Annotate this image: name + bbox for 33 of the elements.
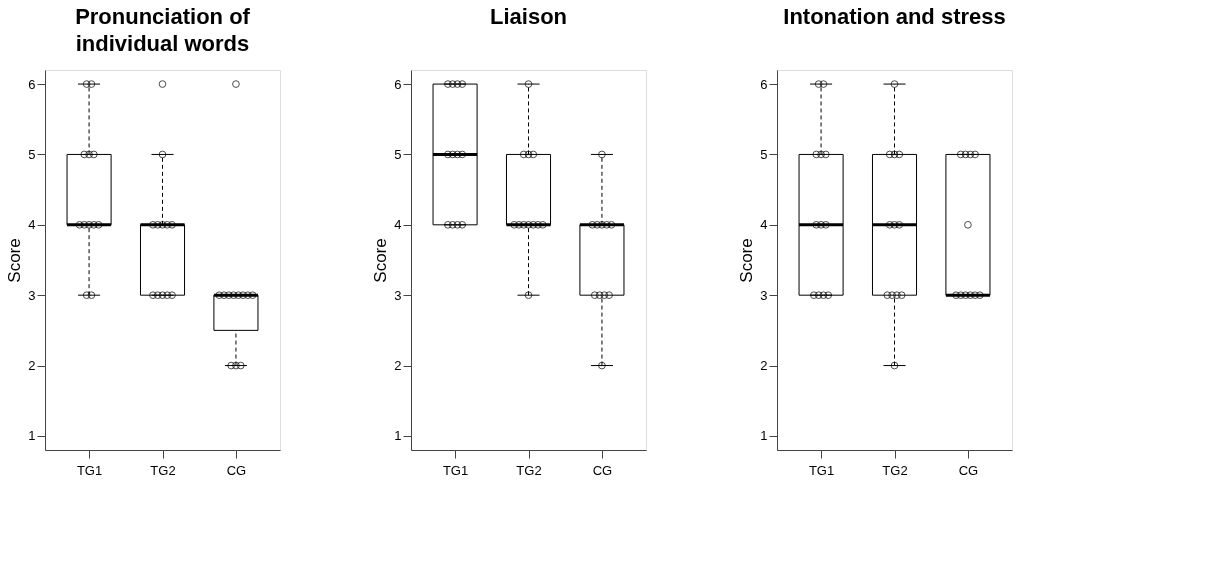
y-tick-label: 3 — [28, 287, 36, 303]
y-tick-label: 4 — [760, 217, 768, 233]
y-axis-title: Score — [371, 238, 391, 283]
x-tick-label: TG2 — [516, 462, 542, 478]
y-tick-label: 1 — [394, 428, 402, 444]
y-tick-label: 6 — [760, 76, 768, 92]
y-tick-label: 5 — [760, 146, 768, 162]
y-tick-label: 1 — [760, 428, 768, 444]
y-tick-label: 4 — [394, 217, 402, 233]
y-axis-title: Score — [737, 238, 757, 283]
x-tick-label: TG1 — [808, 462, 835, 478]
y-tick-label: 2 — [28, 358, 36, 374]
y-tick-label: 4 — [28, 217, 36, 233]
x-tick-label: CG — [592, 462, 613, 478]
x-tick-label: CG — [226, 462, 247, 478]
x-tick-label: TG2 — [150, 462, 176, 478]
y-axis-title: Score — [5, 238, 25, 283]
y-tick-label: 5 — [28, 146, 36, 162]
y-tick-label: 1 — [28, 428, 36, 444]
y-tick-label: 3 — [760, 287, 768, 303]
x-tick-label: TG1 — [442, 462, 469, 478]
y-tick-label: 2 — [394, 358, 402, 374]
x-tick-label: TG2 — [882, 462, 908, 478]
y-tick-label: 5 — [394, 146, 402, 162]
chart-title: Pronunciation of individual words — [75, 4, 251, 56]
chart-title: Intonation and stress — [783, 4, 1006, 29]
y-tick-label: 3 — [394, 287, 402, 303]
y-tick-label: 2 — [760, 358, 768, 374]
y-tick-label: 6 — [28, 76, 36, 92]
x-tick-label: CG — [958, 462, 979, 478]
chart-title: Liaison — [489, 4, 568, 29]
y-tick-label: 6 — [394, 76, 402, 92]
x-tick-label: TG1 — [76, 462, 103, 478]
